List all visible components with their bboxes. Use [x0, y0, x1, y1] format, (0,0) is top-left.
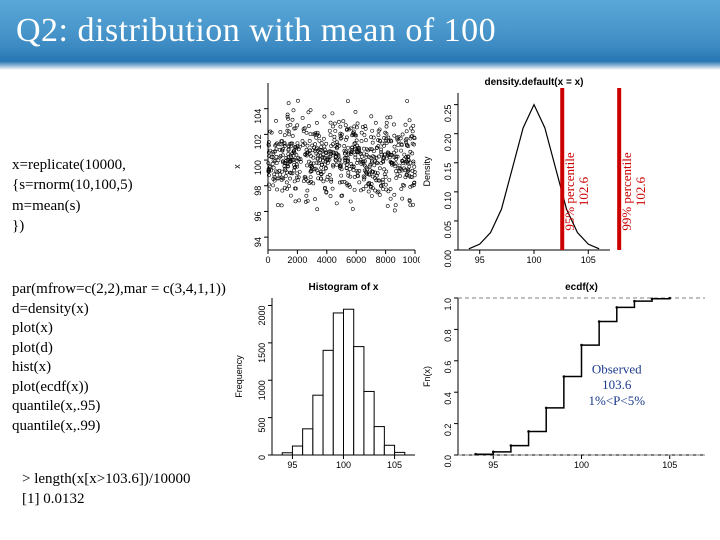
- svg-text:100: 100: [336, 460, 351, 470]
- histogram-chart: Histogram of x 95 100 105 0 500 1000 1500 2000 Fr…: [230, 280, 420, 475]
- svg-text:2000: 2000: [257, 305, 267, 325]
- code-line: quantile(x,.95): [12, 397, 226, 417]
- svg-text:102.6: 102.6: [633, 176, 648, 206]
- svg-text:103.6: 103.6: [602, 377, 632, 392]
- svg-text:0.8: 0.8: [443, 329, 453, 342]
- svg-text:Density: Density: [422, 156, 432, 187]
- code-line: d=density(x): [12, 300, 226, 320]
- svg-text:102.6: 102.6: [576, 176, 591, 206]
- scatter-chart: 0 2000 4000 6000 8000 10000 94 96 98 100 102 104 x: [230, 75, 420, 270]
- svg-text:0: 0: [265, 255, 270, 265]
- code-block-2: par(mfrow=c(2,2),mar = c(3,4,1,1)) d=den…: [12, 280, 226, 436]
- svg-text:x: x: [232, 164, 242, 169]
- svg-text:95: 95: [287, 460, 297, 470]
- code-keyword: replicate: [28, 157, 80, 173]
- svg-text:0.6: 0.6: [443, 361, 453, 374]
- svg-text:99% percentile: 99% percentile: [619, 152, 634, 231]
- svg-text:6000: 6000: [346, 255, 366, 265]
- svg-text:100: 100: [574, 460, 589, 470]
- svg-text:96: 96: [253, 211, 263, 221]
- svg-text:0.2: 0.2: [443, 424, 453, 437]
- svg-text:95% percentile: 95% percentile: [562, 152, 577, 231]
- svg-text:4000: 4000: [317, 255, 337, 265]
- svg-text:2000: 2000: [287, 255, 307, 265]
- code-line: x=: [12, 157, 28, 173]
- code-line: quantile(x,.99): [12, 417, 226, 437]
- svg-text:ecdf(x): ecdf(x): [565, 282, 598, 293]
- svg-text:0.00: 0.00: [443, 250, 453, 268]
- svg-text:105: 105: [581, 255, 596, 265]
- svg-text:1500: 1500: [257, 343, 267, 363]
- svg-text:0.20: 0.20: [443, 134, 453, 152]
- slide-body: x=replicate(10000, {s=rnorm(10,100,5) m=…: [0, 70, 720, 540]
- code-block-1: x=replicate(10000, {s=rnorm(10,100,5) m=…: [12, 155, 133, 236]
- code-line: {s=rnorm(10,100,5): [12, 175, 133, 195]
- code-line: [1] 0.0132: [22, 490, 191, 510]
- slide-title: Q2: distribution with mean of 100: [0, 0, 720, 50]
- code-line: plot(d): [12, 339, 226, 359]
- code-block-3: > length(x[x>103.6])/10000 [1] 0.0132: [22, 470, 191, 509]
- code-line: > length(x[x>103.6])/10000: [22, 470, 191, 490]
- svg-text:0.4: 0.4: [443, 392, 453, 405]
- svg-text:Histogram of x: Histogram of x: [308, 282, 378, 293]
- svg-text:100: 100: [526, 255, 541, 265]
- code-line: par(mfrow=c(2,2),mar = c(3,4,1,1)): [12, 280, 226, 300]
- code-line: (10000,: [80, 157, 126, 173]
- svg-text:100: 100: [253, 160, 263, 175]
- svg-text:1000: 1000: [257, 380, 267, 400]
- svg-text:98: 98: [253, 186, 263, 196]
- svg-text:0.25: 0.25: [443, 105, 453, 123]
- code-line: plot(ecdf(x)): [12, 378, 226, 398]
- slide-header: Q2: distribution with mean of 100: [0, 0, 720, 70]
- svg-text:500: 500: [257, 418, 267, 433]
- svg-text:1%<P<5%: 1%<P<5%: [589, 393, 646, 408]
- svg-text:density.default(x = x): density.default(x = x): [484, 77, 583, 88]
- svg-text:105: 105: [387, 460, 402, 470]
- density-chart: density.default(x = x) 95 100 105 0.00 0.05 0.…: [420, 75, 715, 270]
- svg-text:0: 0: [257, 455, 267, 460]
- svg-text:Fn(x): Fn(x): [422, 366, 432, 387]
- svg-text:102: 102: [253, 134, 263, 149]
- svg-text:Observed: Observed: [592, 361, 642, 376]
- svg-text:0.15: 0.15: [443, 163, 453, 181]
- svg-text:95: 95: [488, 460, 498, 470]
- ecdf-chart: ecdf(x) 95 100 105 0.0 0.2 0.4 0.6 0.8 1.0 Fn(x) Ob…: [420, 280, 715, 475]
- svg-text:Frequency: Frequency: [234, 355, 244, 398]
- code-line: m=mean(s): [12, 196, 133, 216]
- svg-text:1.0: 1.0: [443, 298, 453, 311]
- svg-text:8000: 8000: [376, 255, 396, 265]
- svg-text:0.05: 0.05: [443, 221, 453, 239]
- svg-text:105: 105: [662, 460, 677, 470]
- svg-text:94: 94: [253, 237, 263, 247]
- svg-text:0.0: 0.0: [443, 455, 453, 468]
- svg-text:95: 95: [475, 255, 485, 265]
- svg-text:0.10: 0.10: [443, 192, 453, 210]
- code-line: }): [12, 216, 133, 236]
- code-line: hist(x): [12, 358, 226, 378]
- svg-text:104: 104: [253, 109, 263, 124]
- code-line: plot(x): [12, 319, 226, 339]
- svg-text:10000: 10000: [402, 255, 420, 265]
